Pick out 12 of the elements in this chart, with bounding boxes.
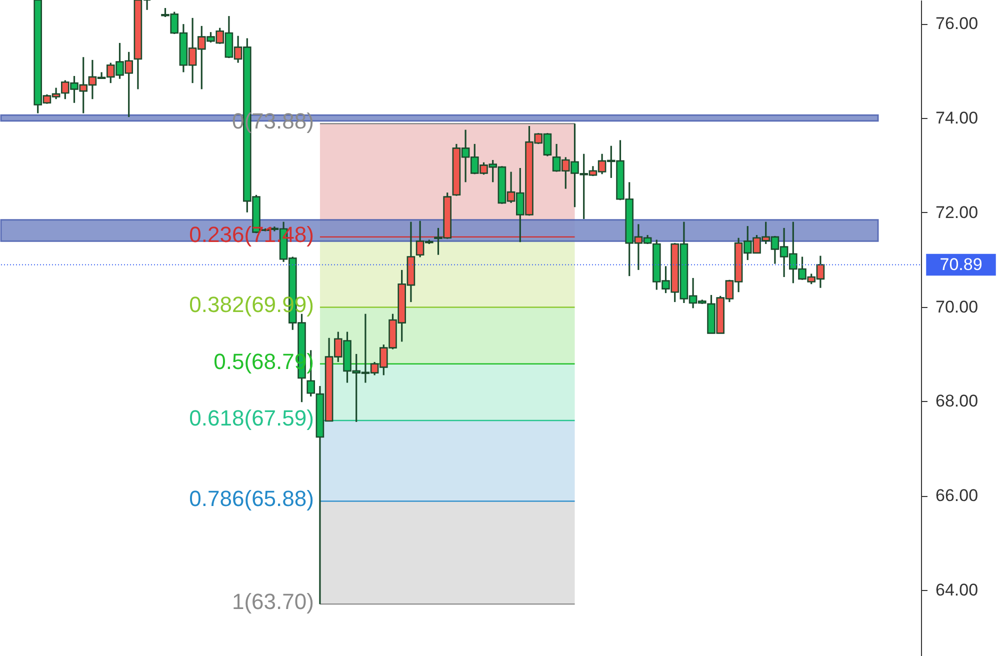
- ref-line-label: 0.786(65.88): [189, 486, 314, 512]
- y-tick-label: 68.00: [936, 392, 978, 411]
- y-tick-label: 70.00: [936, 297, 978, 316]
- ref-line-label: 70.89: [940, 254, 982, 274]
- ref-line-label: 0.618(67.59): [189, 406, 314, 430]
- y-tick-label: 74.00: [936, 108, 978, 128]
- y-tick-label: 76.00: [936, 14, 978, 34]
- y-tick-label: 64.00: [936, 580, 978, 600]
- ref-line-label: 1(63.70): [232, 589, 314, 614]
- y-tick-label: 72.00: [936, 202, 978, 222]
- ref-line-label: 0(73.88): [232, 108, 314, 134]
- y-tick-label: 66.00: [936, 486, 978, 506]
